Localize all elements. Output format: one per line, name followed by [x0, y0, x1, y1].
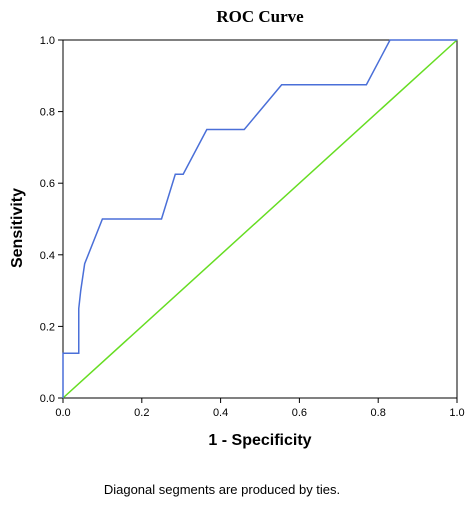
plot-frame — [62, 39, 458, 399]
x-tick-label: 0.4 — [213, 407, 228, 419]
y-tick-label: 0.8 — [40, 107, 55, 119]
chart-title: ROC Curve — [216, 7, 304, 26]
x-axis-label: 1 - Specificity — [208, 432, 311, 449]
x-tick-label: 0.0 — [55, 407, 70, 419]
roc-curve-line — [62, 39, 457, 398]
footnote: Diagonal segments are produced by ties. — [104, 482, 340, 497]
y-tick-label: 0.0 — [40, 393, 55, 405]
y-axis-label: Sensitivity — [9, 188, 26, 268]
y-tick-label: 1.0 — [40, 35, 55, 47]
x-tick-label: 1.0 — [449, 407, 464, 419]
reference-diagonal-line — [62, 39, 458, 399]
y-tick-label: 0.2 — [40, 321, 55, 333]
x-tick-label: 0.6 — [292, 407, 307, 419]
y-tick-label: 0.4 — [40, 250, 55, 262]
x-tick-label: 0.2 — [134, 407, 149, 419]
y-tick-label: 0.6 — [40, 178, 55, 190]
plot-area: 0.0 0.2 0.4 0.6 0.8 1.0 0.0 0.2 0.4 0.6 0.8 1.0 — [40, 35, 465, 419]
x-tick-label: 0.8 — [371, 407, 386, 419]
